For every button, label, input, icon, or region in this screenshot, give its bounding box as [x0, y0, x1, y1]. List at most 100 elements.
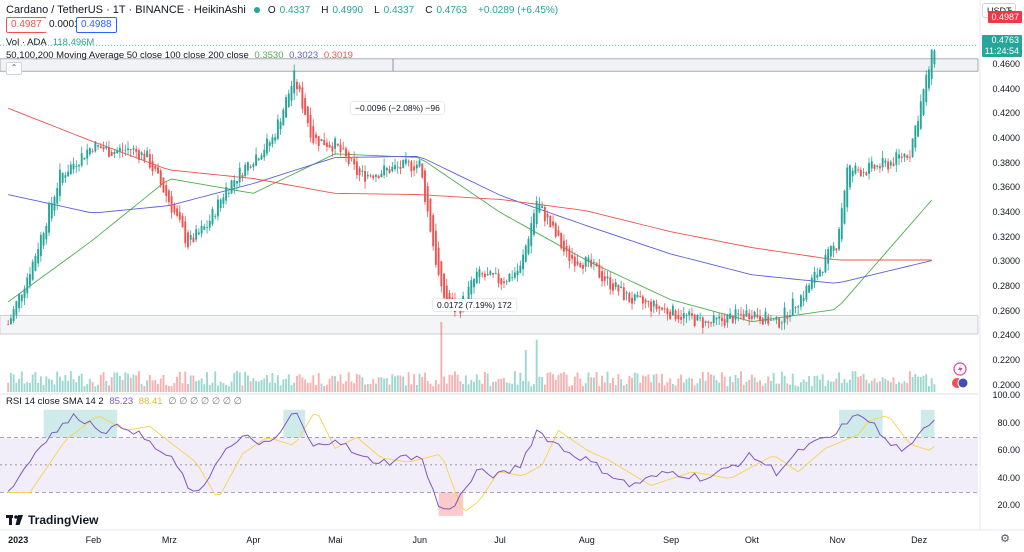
candle-body[interactable]: [829, 245, 832, 257]
candle-body[interactable]: [887, 161, 890, 170]
candle-body[interactable]: [625, 292, 628, 294]
candle-body[interactable]: [764, 311, 767, 322]
candle-body[interactable]: [511, 277, 514, 279]
candle-body[interactable]: [358, 168, 361, 176]
candle-body[interactable]: [88, 147, 91, 155]
candle-body[interactable]: [23, 288, 26, 298]
candle-body[interactable]: [45, 225, 48, 240]
candle-body[interactable]: [429, 198, 432, 232]
candle-body[interactable]: [9, 318, 12, 325]
candle-body[interactable]: [50, 202, 53, 219]
volume-legend[interactable]: Vol · ADA 118.496M: [6, 37, 94, 48]
candle-body[interactable]: [399, 166, 402, 169]
candle-body[interactable]: [394, 165, 396, 169]
candle-body[interactable]: [562, 240, 565, 252]
candle-body[interactable]: [282, 109, 285, 126]
candle-body[interactable]: [677, 314, 680, 320]
candle-body[interactable]: [554, 223, 557, 237]
candle-body[interactable]: [682, 313, 685, 319]
candle-body[interactable]: [148, 153, 151, 168]
candle-body[interactable]: [810, 277, 813, 289]
candle-body[interactable]: [110, 152, 113, 157]
candle-body[interactable]: [655, 303, 658, 310]
candle-body[interactable]: [391, 166, 394, 172]
candle-body[interactable]: [304, 98, 307, 115]
candle-body[interactable]: [500, 278, 503, 285]
candle-body[interactable]: [18, 294, 21, 309]
candle-body[interactable]: [323, 140, 326, 146]
candle-body[interactable]: [151, 160, 154, 172]
candle-body[interactable]: [331, 146, 334, 152]
candle-body[interactable]: [178, 212, 181, 220]
candle-body[interactable]: [644, 299, 647, 303]
candle-body[interactable]: [211, 209, 214, 225]
candle-body[interactable]: [522, 254, 525, 270]
candle-body[interactable]: [892, 163, 895, 166]
candle-body[interactable]: [350, 158, 353, 160]
candle-body[interactable]: [227, 192, 230, 194]
candle-body[interactable]: [914, 125, 917, 148]
candle-body[interactable]: [287, 93, 290, 108]
candle-body[interactable]: [857, 169, 860, 171]
candle-body[interactable]: [756, 314, 759, 318]
candle-body[interactable]: [497, 273, 500, 284]
candle-body[interactable]: [29, 274, 31, 286]
candle-body[interactable]: [729, 313, 732, 319]
candle-body[interactable]: [140, 152, 143, 156]
candle-body[interactable]: [748, 313, 751, 319]
buy-button[interactable]: 0.4988: [76, 17, 117, 33]
measure-label-bottom[interactable]: 0.0172 (7.19%) 172: [433, 299, 516, 311]
candle-body[interactable]: [699, 317, 702, 319]
candle-body[interactable]: [61, 172, 64, 183]
candle-body[interactable]: [424, 170, 426, 202]
candle-body[interactable]: [704, 320, 707, 323]
sell-button[interactable]: 0.4987: [6, 17, 47, 33]
candle-body[interactable]: [279, 121, 282, 130]
candle-body[interactable]: [827, 249, 830, 264]
candle-body[interactable]: [312, 126, 315, 143]
candle-body[interactable]: [325, 142, 328, 147]
candle-body[interactable]: [598, 264, 601, 278]
candle-body[interactable]: [165, 185, 168, 196]
candle-body[interactable]: [789, 315, 791, 318]
candle-body[interactable]: [508, 273, 511, 282]
candle-body[interactable]: [516, 270, 519, 276]
candle-body[interactable]: [666, 308, 669, 315]
candle-body[interactable]: [437, 247, 440, 275]
candle-body[interactable]: [445, 285, 448, 301]
candle-body[interactable]: [345, 148, 347, 157]
candle-body[interactable]: [75, 166, 78, 167]
candle-body[interactable]: [189, 235, 192, 240]
candle-body[interactable]: [58, 169, 61, 196]
candle-body[interactable]: [832, 245, 835, 252]
candle-body[interactable]: [132, 148, 135, 150]
candle-body[interactable]: [639, 296, 642, 297]
candle-body[interactable]: [241, 175, 244, 178]
candle-body[interactable]: [876, 165, 879, 167]
candle-body[interactable]: [889, 161, 892, 166]
candle-body[interactable]: [116, 150, 119, 153]
rsi-line[interactable]: [7, 412, 935, 510]
candle-body[interactable]: [285, 97, 287, 118]
candle-body[interactable]: [865, 172, 868, 176]
candle-body[interactable]: [102, 147, 105, 150]
candle-body[interactable]: [917, 120, 920, 137]
candle-body[interactable]: [538, 203, 541, 213]
candle-body[interactable]: [492, 272, 495, 275]
candle-body[interactable]: [592, 262, 595, 264]
candle-body[interactable]: [761, 318, 764, 325]
candle-body[interactable]: [443, 273, 446, 298]
candle-body[interactable]: [821, 271, 824, 273]
candle-body[interactable]: [118, 147, 121, 152]
candle-body[interactable]: [238, 167, 241, 183]
candle-body[interactable]: [552, 221, 554, 226]
candle-body[interactable]: [127, 148, 129, 150]
candle-body[interactable]: [505, 281, 508, 283]
candle-body[interactable]: [105, 146, 108, 149]
candle-body[interactable]: [794, 307, 797, 309]
candle-body[interactable]: [146, 150, 149, 158]
candle-body[interactable]: [214, 216, 217, 218]
candle-body[interactable]: [432, 215, 435, 247]
candle-body[interactable]: [434, 230, 437, 265]
candle-body[interactable]: [7, 324, 10, 325]
